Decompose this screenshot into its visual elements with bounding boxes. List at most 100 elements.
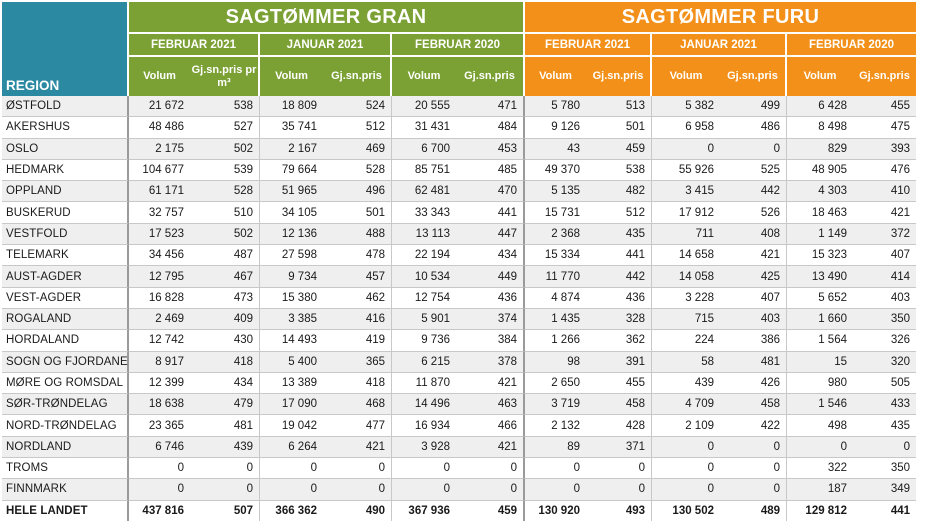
price-cell: 439: [190, 436, 260, 459]
price-cell: 410: [853, 181, 916, 203]
volum-cell: 33 343: [392, 202, 456, 224]
price-cell: 435: [586, 223, 652, 246]
price-cell: 496: [323, 181, 392, 203]
col-header-volum: Volum: [392, 55, 456, 96]
volum-cell: 32 757: [129, 202, 190, 224]
price-cell: 0: [720, 479, 787, 501]
price-cell: 463: [456, 394, 525, 416]
price-cell: 447: [456, 223, 525, 246]
price-cell: 407: [720, 287, 787, 309]
volum-cell: 15 380: [260, 288, 323, 309]
volum-cell: 18 463: [787, 202, 853, 224]
price-cell: 349: [853, 479, 916, 501]
price-cell: 422: [720, 415, 787, 437]
price-cell: 416: [323, 308, 392, 331]
volum-cell: 6 700: [392, 138, 456, 160]
volum-cell: 6 264: [260, 436, 323, 459]
price-cell: 502: [190, 223, 260, 246]
volum-cell: 19 042: [260, 415, 323, 437]
region-cell: VESTFOLD: [2, 223, 129, 246]
price-cell: 414: [853, 266, 916, 288]
table-row: HEDMARK 104 677 539 79 664 528 85 751 485 49 37…: [2, 159, 916, 182]
volum-cell: 22 194: [392, 245, 456, 267]
price-cell: 478: [323, 245, 392, 267]
price-cell: 0: [720, 138, 787, 160]
volum-cell: 5 652: [787, 288, 853, 309]
volum-cell: 0: [525, 479, 586, 501]
volum-cell: 0: [129, 458, 190, 480]
period-header-gran-feb-2021: FEBRUAR 2021: [129, 32, 260, 55]
volum-cell: 20 555: [392, 96, 456, 118]
volum-cell: 21 672: [129, 96, 190, 118]
price-cell: 419: [323, 330, 392, 352]
volum-cell: 11 770: [525, 266, 586, 288]
volum-cell: 61 171: [129, 181, 190, 203]
volum-cell: 4 709: [652, 394, 720, 416]
table-row: SØR-TRØNDELAG 18 638 479 17 090 468 14 496 463…: [2, 394, 916, 416]
price-cell: 0: [586, 458, 652, 480]
price-cell: 391: [586, 351, 652, 373]
volum-cell: 0: [525, 458, 586, 480]
price-cell: 477: [323, 415, 392, 437]
price-cell: 0: [853, 436, 916, 459]
volum-cell: 2 175: [129, 138, 190, 160]
total-region-cell: HELE LANDET: [2, 500, 129, 521]
volum-cell: 12 742: [129, 330, 190, 352]
price-cell: 421: [456, 436, 525, 459]
price-cell: 505: [853, 373, 916, 395]
volum-cell: 9 736: [392, 330, 456, 352]
volum-cell: 0: [260, 479, 323, 501]
volum-cell: 0: [260, 458, 323, 480]
region-column-header: REGION: [2, 2, 129, 96]
price-cell: 421: [853, 202, 916, 224]
volum-cell: 5 901: [392, 308, 456, 331]
price-cell: 525: [720, 159, 787, 182]
volum-cell: 55 926: [652, 160, 720, 182]
volum-cell: 439: [652, 373, 720, 395]
total-row: HELE LANDET 437 816 507 366 362 490 367 936 45…: [2, 500, 916, 521]
volum-cell: 715: [652, 308, 720, 331]
price-cell: 0: [586, 479, 652, 501]
volum-cell: 1 435: [525, 308, 586, 331]
volum-cell: 31 431: [392, 117, 456, 139]
volum-cell: 980: [787, 373, 853, 395]
price-cell: 372: [853, 223, 916, 246]
volum-cell: 1 266: [525, 330, 586, 352]
volum-cell: 51 965: [260, 181, 323, 203]
table-row: BUSKERUD 32 757 510 34 105 501 33 343 441 15 73…: [2, 202, 916, 224]
volum-cell: 35 741: [260, 117, 323, 139]
region-cell: VEST-AGDER: [2, 287, 129, 309]
price-cell: 435: [853, 415, 916, 437]
price-cell: 513: [586, 96, 652, 118]
price-cell: 470: [456, 181, 525, 203]
region-cell: ROGALAND: [2, 308, 129, 331]
col-header-volum: Volum: [787, 55, 853, 96]
volum-cell: 0: [652, 458, 720, 480]
price-cell: 326: [853, 330, 916, 352]
price-cell: 421: [323, 436, 392, 459]
volum-cell: 0: [392, 479, 456, 501]
table-row: ROGALAND 2 469 409 3 385 416 5 901 374 1 435 328…: [2, 308, 916, 331]
volum-cell: 9 126: [525, 117, 586, 139]
price-cell: 469: [323, 138, 392, 160]
price-cell: 458: [720, 394, 787, 416]
price-cell: 501: [323, 202, 392, 224]
price-cell: 489: [720, 500, 787, 521]
price-cell: 436: [456, 287, 525, 309]
volum-cell: 366 362: [275, 504, 317, 517]
region-cell: TELEMARK: [2, 245, 129, 267]
price-cell: 374: [456, 308, 525, 331]
volum-cell: 0: [129, 479, 190, 501]
table-row: AUST-AGDER 12 795 467 9 734 457 10 534 449 11 7…: [2, 266, 916, 288]
volum-cell: 5 400: [260, 351, 323, 373]
volum-cell: 8 498: [787, 117, 853, 139]
volum-cell: 829: [787, 138, 853, 160]
price-cell: 421: [456, 372, 525, 395]
price-cell: 468: [323, 394, 392, 416]
volum-cell: 3 719: [525, 394, 586, 416]
group-title-gran: SAGTØMMER GRAN: [129, 2, 525, 32]
volum-cell: 104 677: [129, 160, 190, 182]
volum-cell: 2 167: [260, 138, 323, 160]
col-header-price: Gj.sn.pris: [323, 55, 392, 96]
price-cell: 328: [586, 308, 652, 331]
